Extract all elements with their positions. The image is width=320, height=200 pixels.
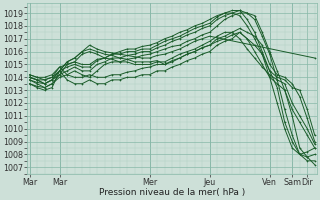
X-axis label: Pression niveau de la mer( hPa ): Pression niveau de la mer( hPa ) bbox=[99, 188, 245, 197]
